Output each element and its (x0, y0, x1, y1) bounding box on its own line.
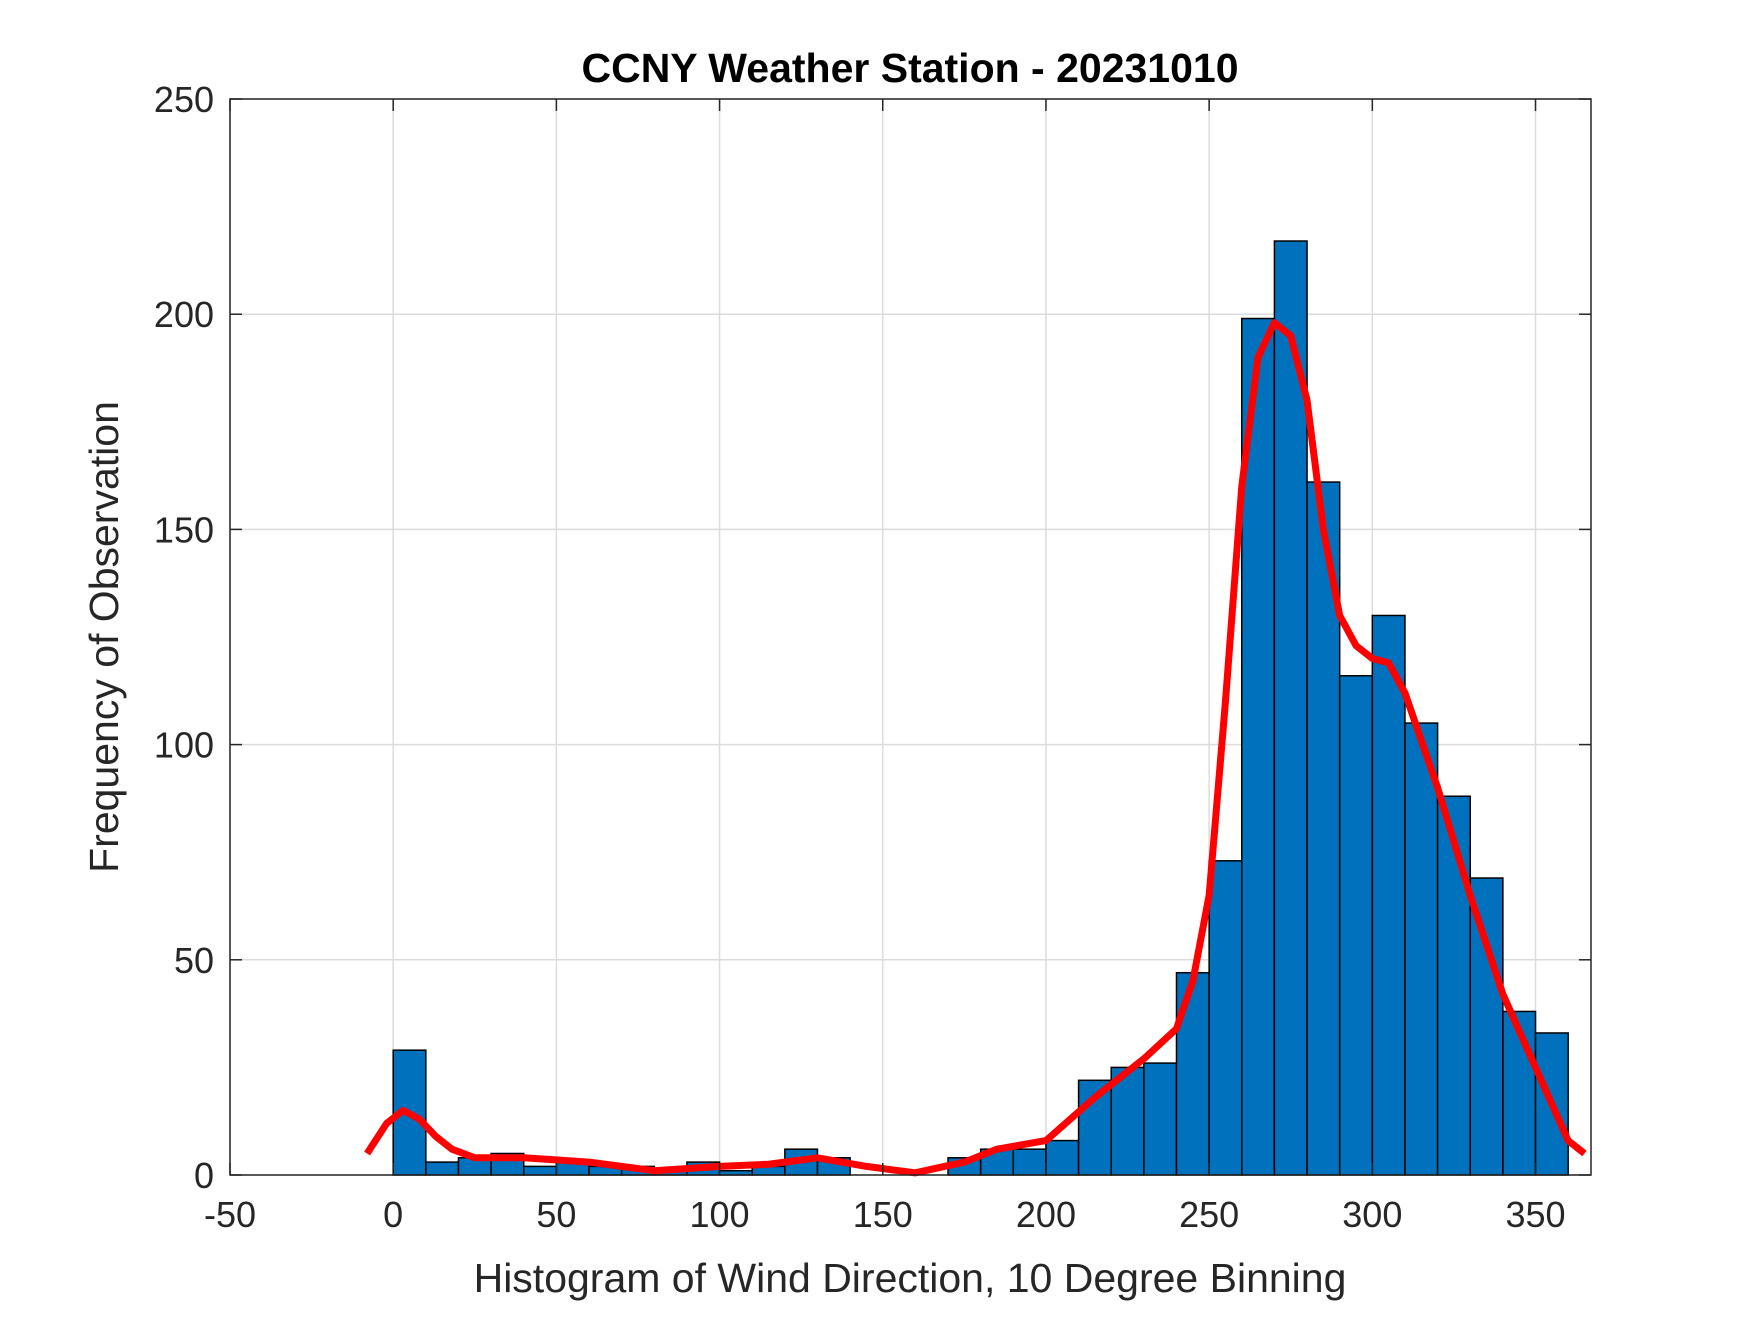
x-tick-label: 100 (690, 1194, 750, 1235)
x-axis-label: Histogram of Wind Direction, 10 Degree B… (474, 1255, 1347, 1301)
x-tick-label: 0 (383, 1194, 403, 1235)
histogram-bar (1110, 1066, 1145, 1176)
x-tick-label: 250 (1179, 1194, 1239, 1235)
histogram-bar (1436, 795, 1471, 1176)
y-tick-label: 250 (154, 79, 214, 120)
y-tick-label: 200 (154, 294, 214, 335)
chart-title: CCNY Weather Station - 20231010 (581, 45, 1238, 91)
density-curve (364, 319, 1587, 1177)
histogram-bar (1404, 722, 1439, 1176)
x-tick-label: 200 (1016, 1194, 1076, 1235)
histogram-bar (425, 1161, 460, 1176)
x-tick-label: 50 (536, 1194, 576, 1235)
x-tick-label: -50 (204, 1194, 256, 1235)
y-tick-label: 50 (174, 940, 214, 981)
histogram-bar (1338, 674, 1374, 1176)
grid (229, 98, 1591, 1176)
x-tick-label: 300 (1342, 1194, 1402, 1235)
fit-curve (364, 319, 1587, 1177)
x-tick-label: 150 (853, 1194, 913, 1235)
y-tick-label: 150 (154, 509, 214, 550)
histogram-bar (1143, 1062, 1178, 1176)
histogram-bar (1175, 971, 1210, 1176)
bars (392, 240, 1569, 1176)
y-tick-label: 100 (154, 725, 214, 766)
histogram-bar (1502, 1010, 1537, 1176)
histogram-bar (1045, 1139, 1080, 1176)
axes-box (229, 98, 1592, 1176)
histogram-bar (1273, 240, 1308, 1176)
histogram-bar (1469, 877, 1504, 1176)
histogram-bar (1208, 860, 1243, 1176)
histogram-bar (1371, 614, 1406, 1176)
x-tick-label: 350 (1505, 1194, 1565, 1235)
y-tick-label: 0 (194, 1155, 214, 1196)
y-axis-label: Frequency of Observation (81, 401, 127, 873)
histogram-bar (1012, 1148, 1047, 1176)
histogram-bar (522, 1165, 558, 1176)
